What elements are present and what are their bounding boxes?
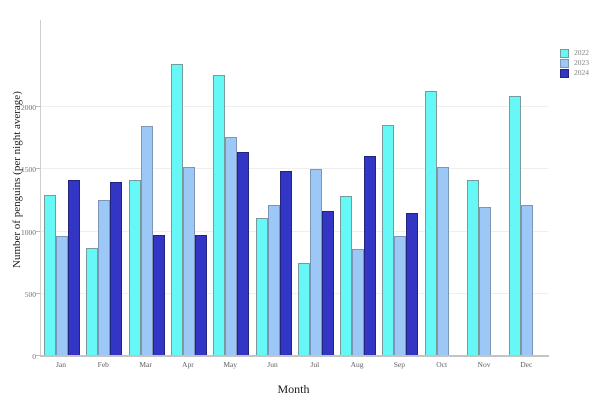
gridline-1000	[41, 230, 548, 232]
y-tick-mark-1500	[36, 168, 40, 170]
x-tick-label-feb: Feb	[97, 360, 109, 369]
x-tick-label-sep: Sep	[393, 360, 406, 369]
bar-sep-2022[interactable]	[382, 125, 395, 356]
x-tick-label-mar: Mar	[139, 360, 152, 369]
bar-apr-2024[interactable]	[194, 235, 207, 356]
y-tick-label-2000: 2000	[21, 103, 36, 113]
bar-nov-2023[interactable]	[479, 207, 491, 356]
bar-apr-2022[interactable]	[170, 64, 183, 356]
legend-label-2022: 2022	[574, 48, 589, 57]
x-tick-label-oct: Oct	[436, 360, 448, 369]
bar-may-2023[interactable]	[225, 137, 238, 356]
legend-item-2024[interactable]: 2024	[560, 68, 589, 78]
y-tick-mark-1000	[36, 230, 40, 232]
x-axis-title: Month	[277, 382, 310, 396]
legend-swatch-2024	[560, 68, 569, 78]
legend-item-2022[interactable]: 2022	[560, 48, 589, 58]
x-tick-label-aug: Aug	[350, 360, 364, 369]
bar-aug-2022[interactable]	[340, 196, 353, 356]
x-tick-label-may: May	[223, 360, 238, 369]
bar-dec-2022[interactable]	[509, 96, 522, 356]
y-tick-label-500: 500	[24, 289, 36, 299]
legend-swatch-2022	[560, 48, 569, 58]
gridline-2000	[41, 106, 548, 108]
legend-label-2024: 2024	[574, 68, 589, 77]
bar-jun-2022[interactable]	[255, 218, 268, 356]
y-tick-label-1500: 1500	[21, 165, 36, 175]
x-axis-line	[40, 355, 549, 357]
bar-jan-2023[interactable]	[56, 236, 68, 356]
bar-sep-2024[interactable]	[406, 213, 419, 356]
bar-jun-2024[interactable]	[279, 171, 292, 356]
x-tick-label-dec: Dec	[520, 360, 533, 369]
bar-mar-2022[interactable]	[128, 180, 141, 356]
gridline-1500	[41, 168, 548, 170]
bar-mar-2023[interactable]	[140, 126, 153, 356]
bar-jul-2024[interactable]	[321, 211, 334, 356]
bar-mar-2024[interactable]	[152, 235, 165, 356]
bar-oct-2023[interactable]	[436, 167, 449, 356]
bar-aug-2024[interactable]	[364, 156, 377, 356]
bar-may-2022[interactable]	[213, 75, 226, 356]
bar-feb-2024[interactable]	[110, 182, 123, 356]
legend: 2022 2023 2024	[560, 48, 589, 78]
y-tick-mark-500	[36, 292, 40, 294]
x-tick-label-nov: Nov	[477, 360, 491, 369]
bar-jan-2022[interactable]	[44, 195, 56, 356]
bar-nov-2022[interactable]	[467, 180, 479, 356]
bar-may-2024[interactable]	[237, 152, 250, 356]
bar-jul-2022[interactable]	[297, 263, 310, 356]
bar-dec-2023[interactable]	[521, 205, 534, 356]
y-tick-label-0: 0	[32, 352, 36, 361]
bar-feb-2023[interactable]	[98, 200, 111, 356]
bar-sep-2023[interactable]	[394, 236, 407, 356]
bar-jul-2023[interactable]	[309, 169, 322, 356]
bar-jan-2024[interactable]	[68, 180, 80, 356]
x-tick-label-jun: Jun	[267, 360, 278, 369]
bar-aug-2023[interactable]	[352, 249, 365, 356]
y-tick-mark-0	[36, 355, 40, 356]
bar-apr-2023[interactable]	[182, 167, 195, 356]
bar-jun-2023[interactable]	[267, 205, 280, 356]
y-tick-label-1000: 1000	[21, 227, 36, 237]
legend-label-2023: 2023	[574, 58, 589, 67]
y-tick-mark-2000	[36, 106, 40, 108]
legend-item-2023[interactable]: 2023	[560, 58, 589, 68]
gridline-500	[41, 292, 548, 294]
bar-feb-2022[interactable]	[86, 248, 99, 356]
x-tick-label-apr: Apr	[182, 360, 194, 369]
y-axis-title: Number of penguins (per night average)	[11, 91, 23, 268]
bar-oct-2022[interactable]	[424, 91, 437, 356]
legend-swatch-2023	[560, 58, 569, 68]
plot-area	[36, 20, 548, 356]
x-tick-label-jan: Jan	[56, 360, 66, 369]
x-tick-label-jul: Jul	[310, 360, 320, 369]
